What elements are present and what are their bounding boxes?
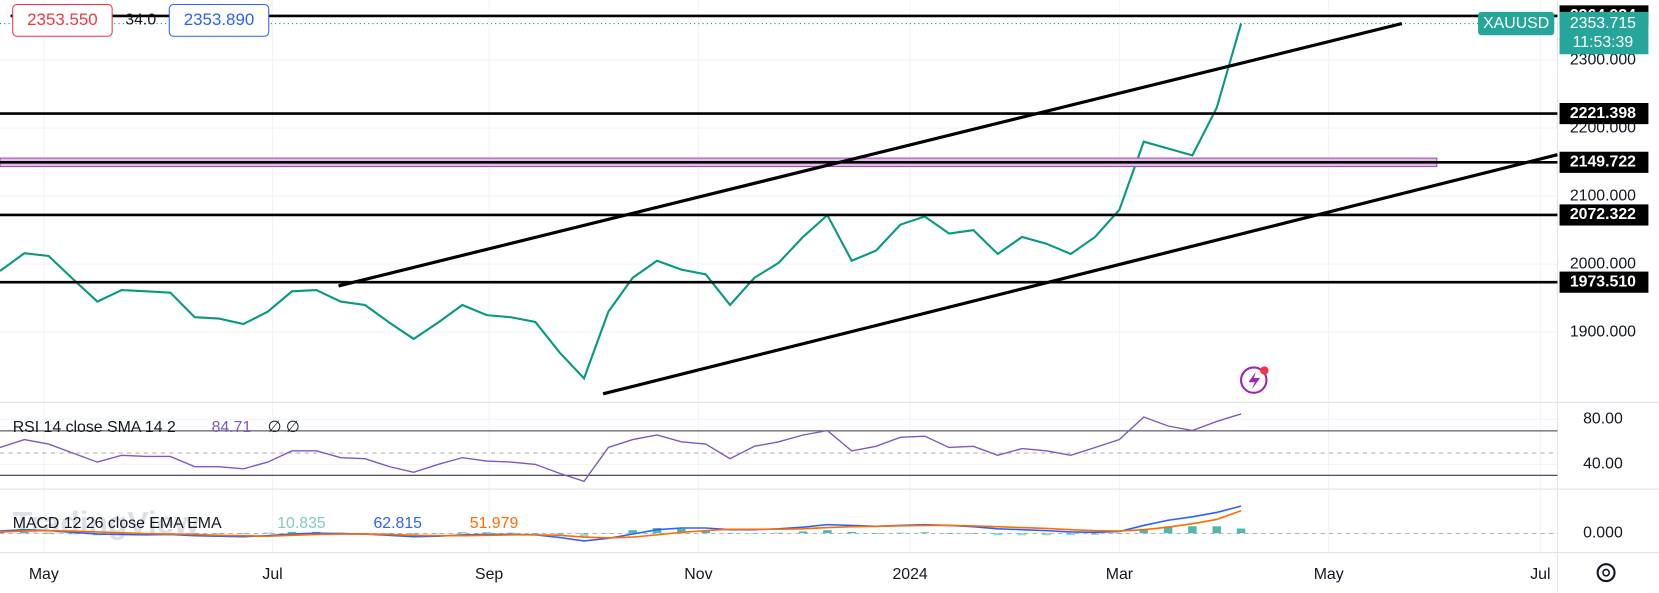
- y-tick-label: 0.000: [1583, 524, 1623, 541]
- macd-histogram-bar: [604, 533, 613, 534]
- macd-histogram-bar: [1115, 533, 1124, 534]
- price-line: [0, 23, 1243, 381]
- macd-histogram-bar: [1139, 528, 1148, 534]
- macd-histogram-bar: [1236, 528, 1246, 534]
- y-tick-label: 2100.000: [1570, 187, 1636, 204]
- x-tick-label: 2024: [892, 566, 927, 583]
- spread: 34.0: [125, 12, 156, 29]
- level-label: 2221.398: [1570, 105, 1636, 122]
- macd-histogram-bar: [1090, 533, 1100, 535]
- y-tick-label: 1900.000: [1570, 323, 1636, 340]
- macd-histogram-bar: [68, 533, 78, 535]
- macd-histogram-bar: [1163, 526, 1173, 534]
- alert-icon-bolt: [1248, 371, 1261, 390]
- macd-histogram-bar: [579, 533, 589, 538]
- macd-histogram-bar: [1042, 533, 1051, 536]
- macd-histogram-bar: [969, 533, 978, 535]
- level-label: 2072.322: [1570, 206, 1636, 223]
- y-tick-label: 80.00: [1583, 410, 1623, 427]
- macd-histogram-bar: [701, 530, 710, 534]
- x-tick-label: Nov: [684, 566, 712, 583]
- symbol-label: XAUUSD: [1483, 15, 1549, 32]
- macd-histogram-bar: [896, 532, 905, 534]
- plot: [0, 14, 1558, 542]
- macd-histogram-bar: [871, 533, 881, 534]
- macd-histogram-bar: [531, 533, 540, 534]
- level-label-box: [1559, 204, 1649, 226]
- macd-histogram-bar: [920, 532, 929, 534]
- macd-histogram-bar: [482, 532, 491, 534]
- macd-histogram-bar: [798, 531, 808, 534]
- macd-legend-value: 62.815: [373, 515, 422, 532]
- x-tick-label: May: [1314, 566, 1344, 583]
- level-label-box: [1559, 102, 1649, 125]
- macd-histogram-bar: [433, 533, 443, 534]
- macd-histogram-bar: [652, 528, 662, 534]
- macd-histogram-bar: [1212, 526, 1221, 534]
- x-tick-label: May: [29, 566, 59, 583]
- rsi-legend-extra: ∅ ∅: [268, 419, 300, 436]
- macd-histogram-bar: [287, 531, 297, 534]
- macd-histogram-bar: [847, 531, 856, 534]
- macd-histogram-bar: [239, 533, 248, 535]
- ask-price: 2353.890: [184, 10, 255, 29]
- macd-histogram-bar: [823, 530, 832, 534]
- settings-button-center: [1602, 568, 1611, 577]
- macd-histogram-bar: [555, 533, 564, 536]
- rsi-legend-value: 84.71: [212, 419, 252, 436]
- x-tick-label: Mar: [1106, 566, 1134, 583]
- macd-histogram-bar: [1066, 533, 1075, 536]
- x-tick-label: Jul: [1530, 566, 1550, 583]
- macd-histogram-bar: [1188, 526, 1197, 534]
- bid-price: 2353.550: [27, 10, 98, 29]
- macd-histogram-bar: [20, 531, 29, 534]
- macd-histogram-bar: [44, 533, 53, 534]
- y-tick-label: 2300.000: [1570, 51, 1636, 68]
- alert-dot: [1260, 366, 1269, 375]
- macd-legend-title: MACD 12 26 close EMA EMA: [13, 515, 222, 532]
- macd-histogram-bar: [774, 532, 783, 534]
- level-label: 2149.722: [1570, 154, 1636, 171]
- ask-box[interactable]: [168, 3, 270, 37]
- macd-histogram-bar: [458, 532, 467, 534]
- y-tick-label: 2000.000: [1570, 255, 1636, 272]
- settings-button[interactable]: [1596, 563, 1616, 583]
- macd-histogram-bar: [506, 532, 516, 534]
- macd-histogram-bar: [677, 528, 686, 534]
- level-label-box: [1559, 151, 1649, 173]
- macd-legend-value: 51.979: [470, 515, 519, 532]
- level-label-box: [1559, 271, 1649, 293]
- bid-box[interactable]: [12, 3, 113, 37]
- macd-histogram-bar: [725, 533, 735, 534]
- macd-histogram-bar: [1017, 533, 1027, 536]
- rsi-legend-title: RSI 14 close SMA 14 2: [13, 419, 176, 436]
- last-price-box: [1559, 11, 1649, 55]
- trend-line: [338, 21, 1403, 288]
- y-tick-label: 40.00: [1583, 456, 1623, 473]
- last-price-label: 2353.715: [1570, 15, 1636, 32]
- macd-line: [0, 505, 1242, 542]
- macd-histogram-bar: [628, 530, 637, 534]
- macd-histogram-bar: [750, 533, 759, 534]
- macd-line: [0, 510, 1242, 539]
- price-line: [0, 413, 1242, 483]
- trend-line: [602, 153, 1558, 396]
- countdown: 11:53:39: [1573, 34, 1634, 51]
- macd-histogram-bar: [214, 533, 224, 535]
- macd-legend-value: 10.835: [277, 515, 326, 532]
- level-label: 1973.510: [1570, 273, 1636, 290]
- x-tick-label: Sep: [475, 566, 503, 583]
- macd-histogram-bar: [944, 533, 954, 534]
- macd-histogram-bar: [0, 532, 5, 534]
- macd-histogram-bar: [263, 532, 272, 534]
- macd-histogram-bar: [993, 533, 1002, 536]
- x-tick-label: Jul: [262, 566, 282, 583]
- symbol-box: [1478, 11, 1555, 36]
- macd-histogram-bar: [409, 533, 418, 535]
- macd-histogram-bar: [385, 533, 394, 535]
